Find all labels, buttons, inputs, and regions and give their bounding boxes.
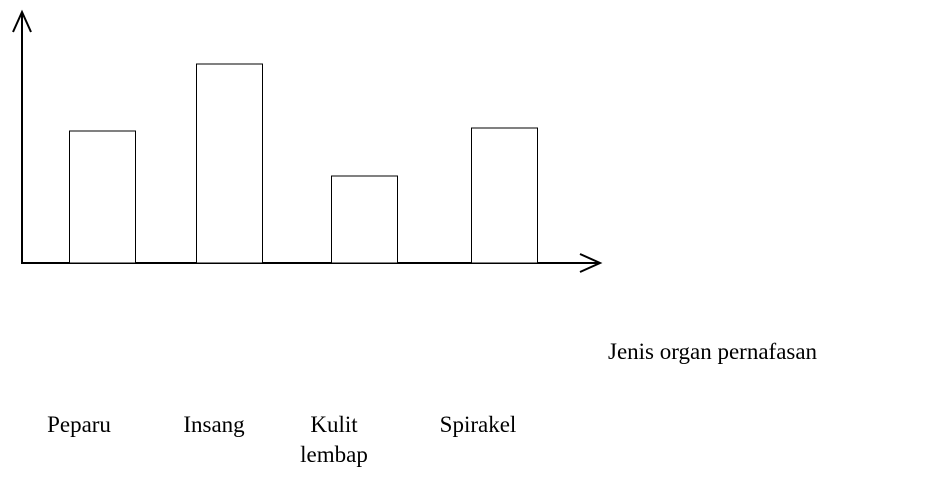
x-tick-label: Kulit lembap — [300, 412, 368, 467]
bar — [331, 175, 398, 264]
y-arrow — [12, 9, 32, 33]
bar — [471, 127, 538, 264]
x-axis-label: Jenis organ pernafasan — [608, 339, 818, 364]
x-arrow — [579, 253, 603, 273]
bar — [196, 63, 263, 264]
bar — [69, 130, 136, 264]
x-tick-label: Insang — [183, 412, 245, 437]
x-tick-label: Spirakel — [439, 412, 517, 437]
x-tick-label: Peparu — [47, 412, 111, 437]
